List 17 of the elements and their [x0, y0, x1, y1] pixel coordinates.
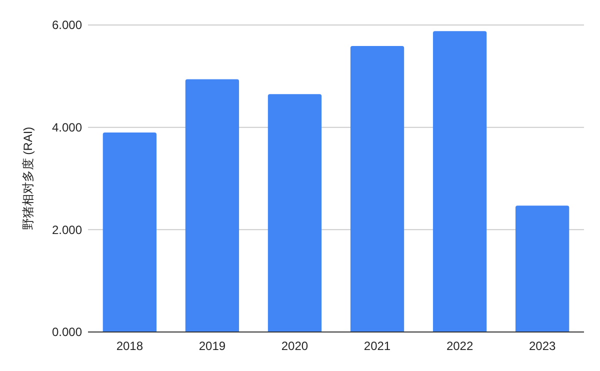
x-tick-label: 2021 [364, 339, 391, 353]
x-tick-label: 2023 [528, 339, 556, 353]
bar [185, 79, 240, 332]
y-tick-label: 0.000 [52, 325, 82, 340]
bar [432, 31, 487, 332]
bar [268, 94, 322, 332]
y-axis-title: 野猪相对多度 (RAI) [21, 126, 35, 230]
y-tick-label: 4.000 [52, 120, 82, 135]
x-tick-label: 2020 [281, 339, 308, 353]
bar [350, 46, 404, 332]
bar [516, 206, 570, 332]
x-tick-label: 2019 [198, 339, 226, 353]
y-tick-label: 2.000 [52, 222, 82, 237]
y-tick-label: 6.000 [52, 18, 82, 32]
x-tick-label: 2022 [446, 339, 474, 353]
bar [102, 132, 156, 332]
x-tick-label: 2018 [116, 339, 144, 353]
